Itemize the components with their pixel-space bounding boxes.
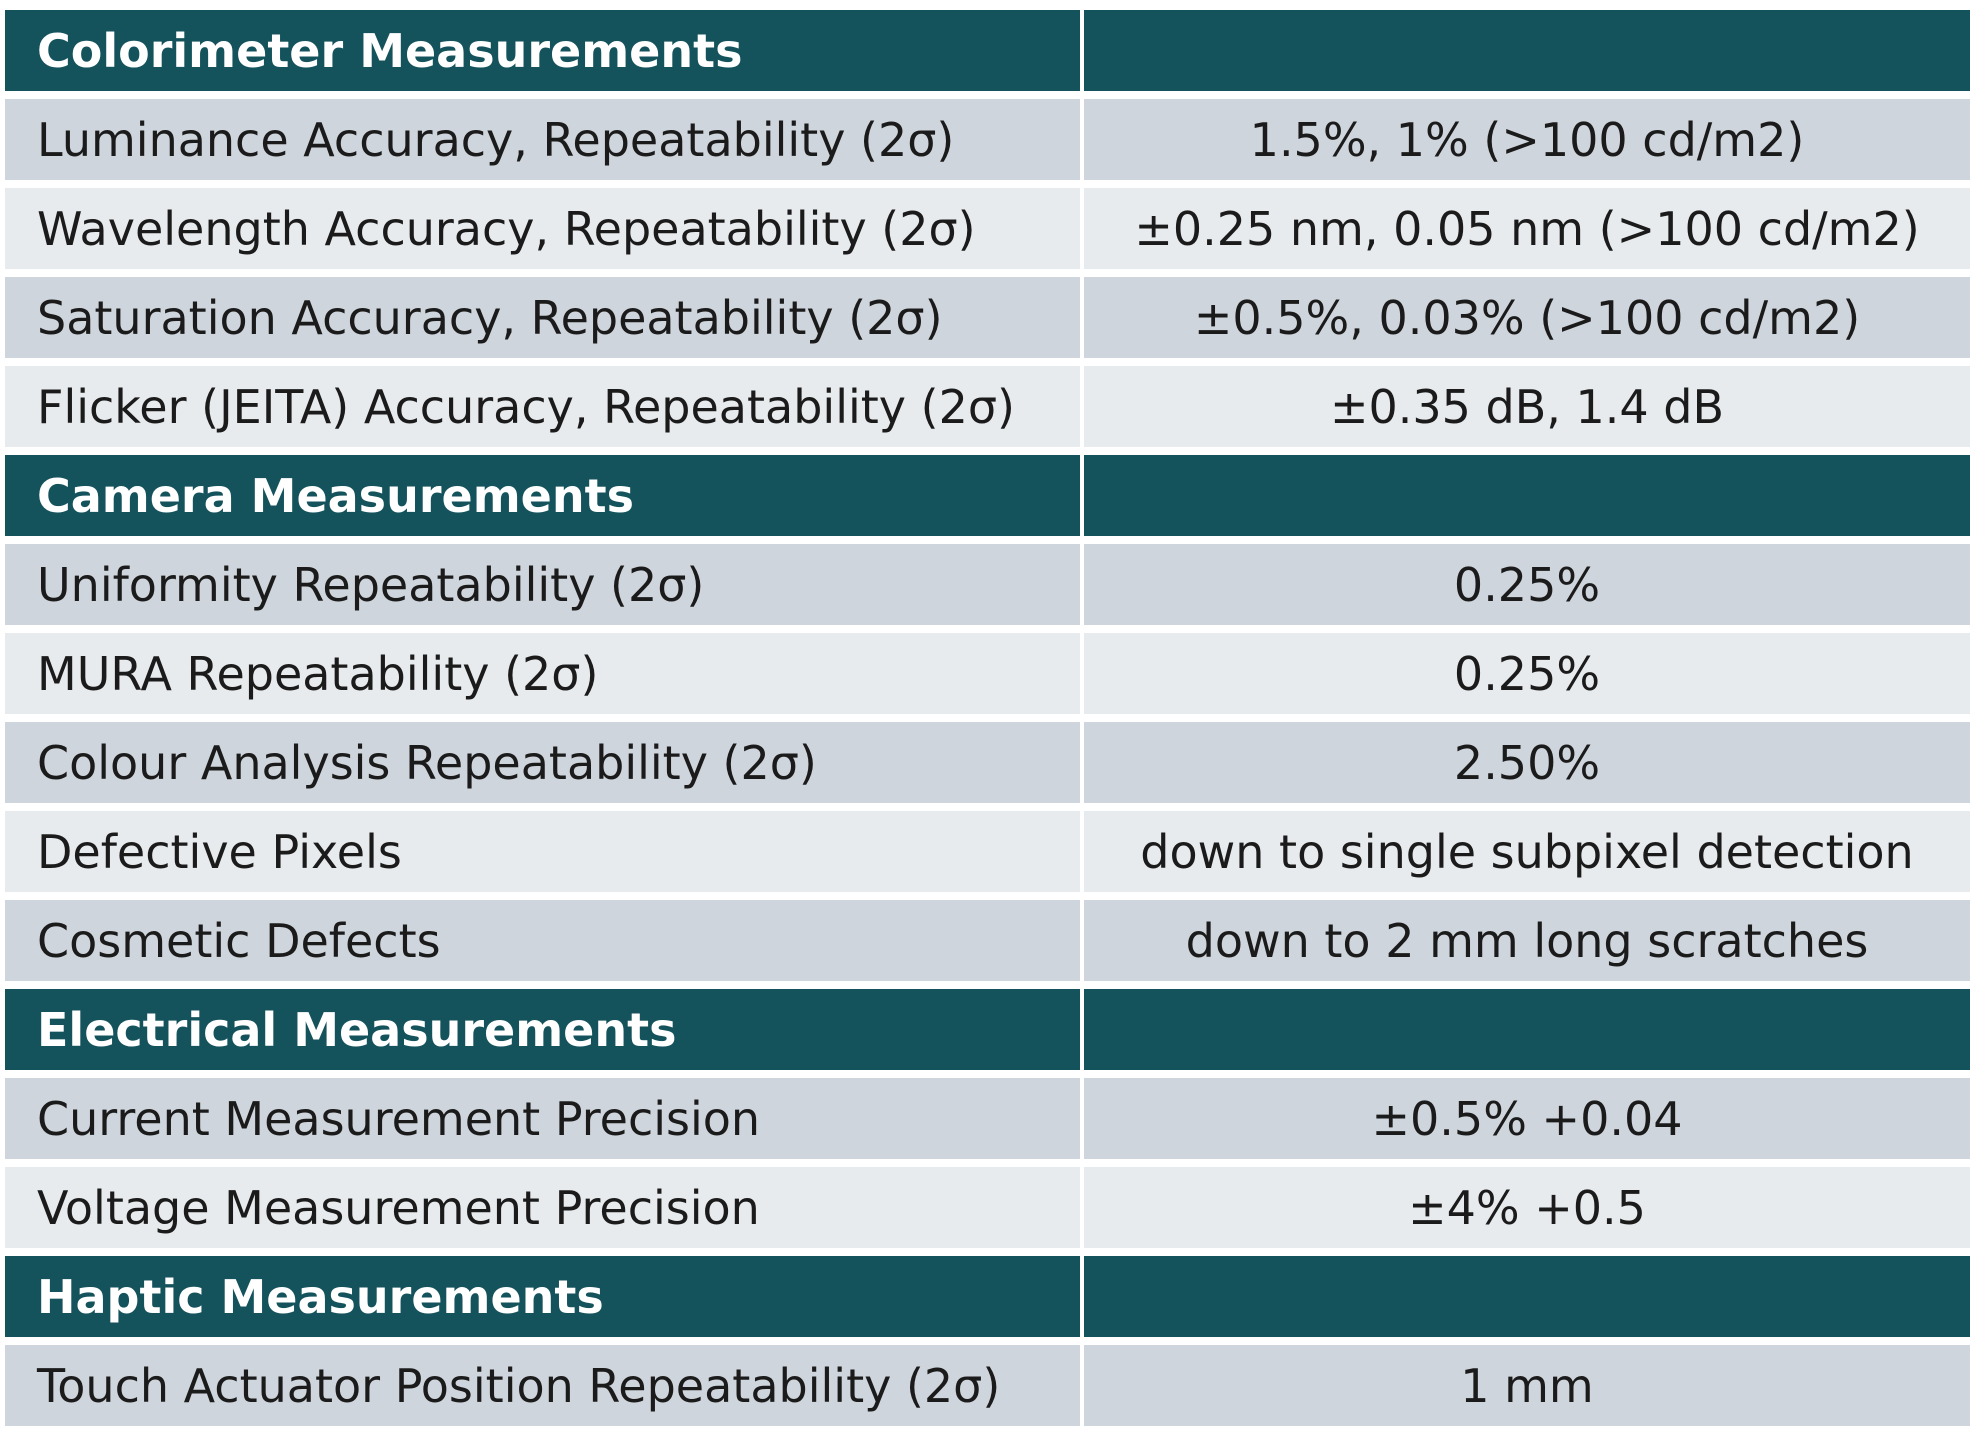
section-header: Colorimeter Measurements: [0, 10, 1975, 91]
spec-row: Current Measurement Precision ±0.5% +0.04: [0, 1078, 1975, 1159]
spec-row: Luminance Accuracy, Repeatability (2σ) 1.…: [0, 99, 1975, 180]
spec-label: Flicker (JEITA) Accuracy, Repeatability …: [5, 366, 1080, 447]
spec-label: MURA Repeatability (2σ): [5, 633, 1080, 714]
spec-label: Defective Pixels: [5, 811, 1080, 892]
spec-value: down to single subpixel detection: [1084, 811, 1970, 892]
spec-value: down to 2 mm long scratches: [1084, 900, 1970, 981]
spec-value: 0.25%: [1084, 633, 1970, 714]
spec-row: Voltage Measurement Precision ±4% +0.5: [0, 1167, 1975, 1248]
spec-row: Flicker (JEITA) Accuracy, Repeatability …: [0, 366, 1975, 447]
header-blank-cell: [1084, 455, 1970, 536]
spec-value: ±0.5%, 0.03% (>100 cd/m2): [1084, 277, 1970, 358]
section-title: Colorimeter Measurements: [5, 10, 1080, 91]
spec-value: 0.25%: [1084, 544, 1970, 625]
spec-row: Defective Pixels down to single subpixel …: [0, 811, 1975, 892]
section-title: Electrical Measurements: [5, 989, 1080, 1070]
section-header: Haptic Measurements: [0, 1256, 1975, 1337]
header-blank-cell: [1084, 989, 1970, 1070]
section-header: Camera Measurements: [0, 455, 1975, 536]
spec-label: Current Measurement Precision: [5, 1078, 1080, 1159]
spec-row: Touch Actuator Position Repeatability (2…: [0, 1345, 1975, 1426]
section-title: Camera Measurements: [5, 455, 1080, 536]
spec-label: Saturation Accuracy, Repeatability (2σ): [5, 277, 1080, 358]
header-blank-cell: [1084, 10, 1970, 91]
section-title: Haptic Measurements: [5, 1256, 1080, 1337]
spec-value: ±0.35 dB, 1.4 dB: [1084, 366, 1970, 447]
spec-label: Uniformity Repeatability (2σ): [5, 544, 1080, 625]
spec-label: Voltage Measurement Precision: [5, 1167, 1080, 1248]
spec-label: Luminance Accuracy, Repeatability (2σ): [5, 99, 1080, 180]
spec-row: MURA Repeatability (2σ) 0.25%: [0, 633, 1975, 714]
spec-label: Wavelength Accuracy, Repeatability (2σ): [5, 188, 1080, 269]
spec-row: Wavelength Accuracy, Repeatability (2σ) ±…: [0, 188, 1975, 269]
spec-label: Cosmetic Defects: [5, 900, 1080, 981]
spec-value: ±4% +0.5: [1084, 1167, 1970, 1248]
spec-value: 1.5%, 1% (>100 cd/m2): [1084, 99, 1970, 180]
spec-value: 1 mm: [1084, 1345, 1970, 1426]
spec-row: Saturation Accuracy, Repeatability (2σ) ±…: [0, 277, 1975, 358]
spec-label: Colour Analysis Repeatability (2σ): [5, 722, 1080, 803]
spec-row: Cosmetic Defects down to 2 mm long scratc…: [0, 900, 1975, 981]
spec-value: ±0.25 nm, 0.05 nm (>100 cd/m2): [1084, 188, 1970, 269]
spec-row: Colour Analysis Repeatability (2σ) 2.50%: [0, 722, 1975, 803]
spec-label: Touch Actuator Position Repeatability (2…: [5, 1345, 1080, 1426]
section-header: Electrical Measurements: [0, 989, 1975, 1070]
spec-value: ±0.5% +0.04: [1084, 1078, 1970, 1159]
spec-value: 2.50%: [1084, 722, 1970, 803]
spec-row: Uniformity Repeatability (2σ) 0.25%: [0, 544, 1975, 625]
header-blank-cell: [1084, 1256, 1970, 1337]
